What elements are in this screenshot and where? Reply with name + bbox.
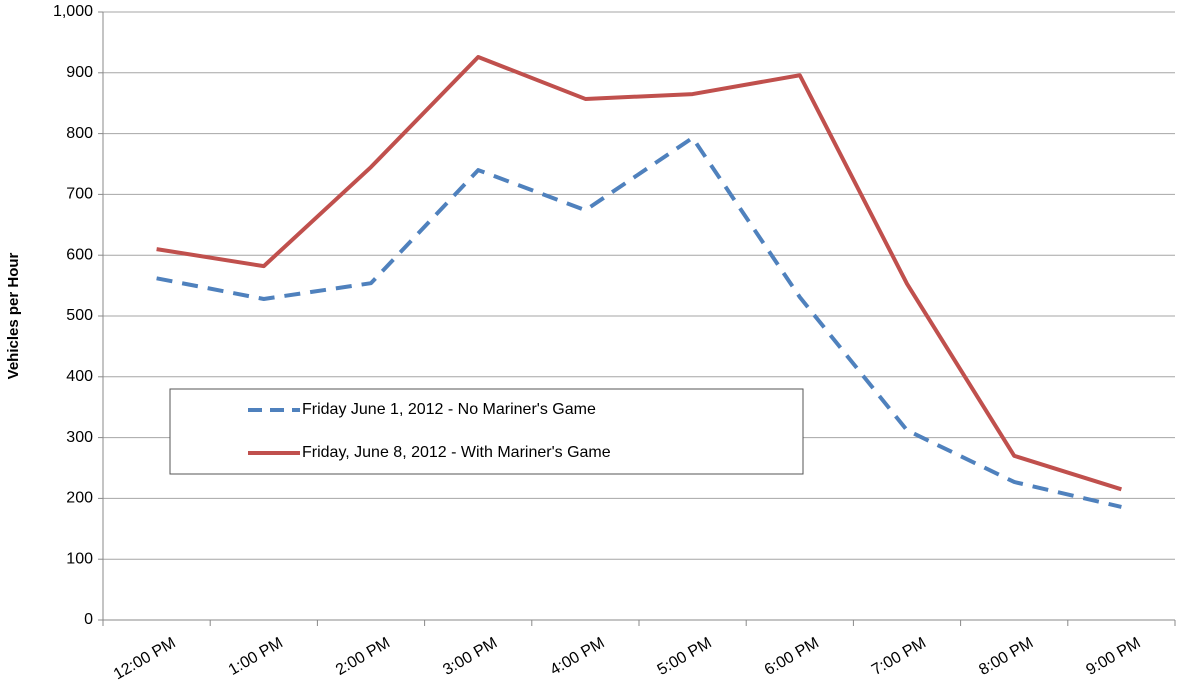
x-tick-label: 12:00 PM <box>111 634 179 683</box>
series-line <box>156 54 1122 492</box>
x-tick-label: 7:00 PM <box>869 634 929 679</box>
series-line <box>156 135 1122 509</box>
y-tick-label: 100 <box>66 550 93 567</box>
x-tick-label: 4:00 PM <box>547 634 607 679</box>
y-tick-label: 0 <box>84 611 93 628</box>
y-axis-label: Vehicles per Hour <box>5 252 22 379</box>
x-tick-label: 2:00 PM <box>333 634 393 679</box>
y-tick-label: 300 <box>66 429 93 446</box>
y-tick-label: 900 <box>66 64 93 81</box>
legend-label: Friday, June 8, 2012 - With Mariner's Ga… <box>302 444 611 461</box>
y-tick-label: 700 <box>66 186 93 203</box>
y-tick-label: 800 <box>66 125 93 142</box>
x-tick-label: 6:00 PM <box>762 634 822 679</box>
y-tick-label: 600 <box>66 246 93 263</box>
y-tick-label: 200 <box>66 490 93 507</box>
legend-label: Friday June 1, 2012 - No Mariner's Game <box>302 401 596 418</box>
x-tick-label: 1:00 PM <box>226 634 286 679</box>
y-tick-label: 500 <box>66 307 93 324</box>
x-tick-label: 9:00 PM <box>1083 634 1143 679</box>
y-tick-label: 1,000 <box>53 3 93 20</box>
x-tick-label: 8:00 PM <box>976 634 1036 679</box>
legend-box <box>169 388 804 475</box>
x-tick-label: 3:00 PM <box>440 634 500 679</box>
y-tick-label: 400 <box>66 368 93 385</box>
x-tick-label: 5:00 PM <box>655 634 715 679</box>
